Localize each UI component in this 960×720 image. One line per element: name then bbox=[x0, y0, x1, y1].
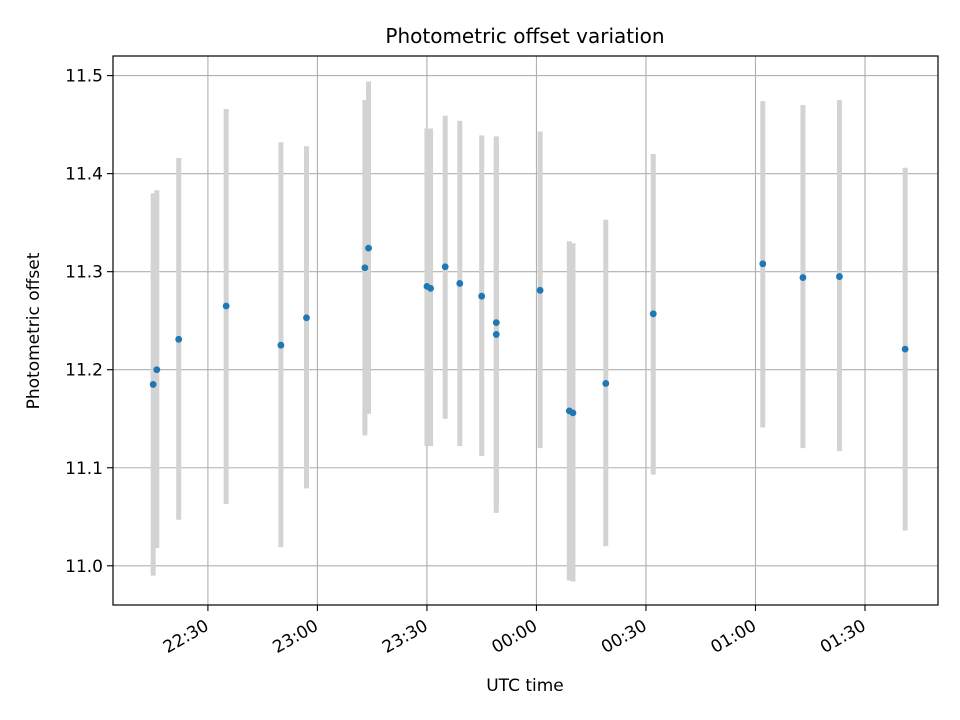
y-axis-ticks: 11.0 11.1 11.2 11.3 11.4 11.5 bbox=[65, 67, 113, 577]
data-point bbox=[602, 380, 610, 387]
x-tick-label: 01:00 bbox=[708, 616, 760, 658]
x-tick-label: 23:00 bbox=[269, 616, 321, 658]
y-tick-label: 11.1 bbox=[65, 459, 103, 479]
data-point bbox=[836, 273, 843, 280]
data-point bbox=[303, 314, 310, 322]
data-point bbox=[361, 264, 369, 272]
y-tick-label: 11.4 bbox=[65, 165, 103, 185]
data-point bbox=[277, 341, 285, 349]
y-tick-label: 11.2 bbox=[65, 361, 103, 381]
data-point bbox=[649, 310, 657, 318]
data-point bbox=[222, 302, 230, 310]
data-point bbox=[536, 286, 544, 294]
x-tick-label: 23:30 bbox=[379, 616, 431, 658]
chart-title: Photometric offset variation bbox=[385, 24, 664, 48]
data-point bbox=[153, 366, 161, 374]
data-point bbox=[799, 274, 807, 281]
data-point bbox=[478, 292, 486, 300]
data-point bbox=[175, 335, 183, 343]
x-tick-label: 22:30 bbox=[160, 616, 212, 658]
y-tick-label: 11.3 bbox=[65, 263, 103, 283]
y-axis-title: Photometric offset bbox=[24, 252, 44, 409]
grid bbox=[113, 56, 938, 605]
x-axis-ticks: 22:30 23:00 23:30 00:00 00:30 01:00 01:30 bbox=[160, 605, 869, 658]
y-tick-label: 11.5 bbox=[65, 67, 103, 87]
data-point bbox=[441, 263, 449, 271]
data-point bbox=[759, 260, 767, 268]
error-bars bbox=[150, 81, 908, 582]
x-tick-label: 00:00 bbox=[489, 616, 541, 658]
x-tick-label: 00:30 bbox=[598, 616, 650, 658]
data-point bbox=[492, 319, 500, 327]
x-axis-title: UTC time bbox=[486, 676, 564, 696]
y-tick-label: 11.0 bbox=[65, 557, 103, 577]
x-tick-label: 01:30 bbox=[817, 616, 869, 658]
data-point bbox=[456, 280, 464, 287]
data-point bbox=[149, 381, 157, 388]
data-points bbox=[149, 244, 909, 417]
data-point bbox=[569, 409, 577, 417]
data-point bbox=[492, 331, 500, 338]
data-point bbox=[427, 284, 434, 292]
data-point bbox=[365, 244, 372, 252]
plot-area-frame bbox=[112, 55, 939, 606]
data-point bbox=[901, 345, 909, 353]
